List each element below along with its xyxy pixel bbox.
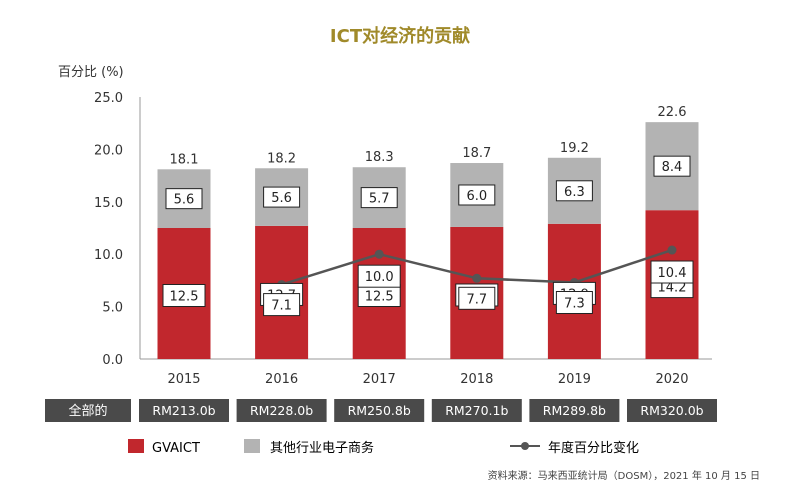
total-row-label-bg bbox=[45, 399, 131, 422]
total-row-cell-bg bbox=[334, 399, 425, 422]
data-label-change-box bbox=[650, 260, 694, 284]
data-label-gvaict: 12.5 bbox=[170, 290, 199, 305]
x-tick-label: 2019 bbox=[558, 372, 591, 387]
total-row-cell-bg bbox=[431, 399, 522, 422]
legend-swatch-ecommerce bbox=[244, 439, 260, 453]
data-label-gvaict: 12.5 bbox=[365, 290, 394, 305]
x-tick-label: 2015 bbox=[167, 372, 200, 387]
total-row-value: RM228.0b bbox=[250, 403, 313, 418]
data-label-gvaict: 14.2 bbox=[658, 281, 687, 296]
legend-swatch-gvaict bbox=[128, 439, 144, 453]
y-tick-label: 25.0 bbox=[94, 91, 123, 106]
y-tick-label: 20.0 bbox=[94, 143, 123, 158]
bars bbox=[157, 122, 699, 359]
x-tick-label: 2020 bbox=[655, 372, 688, 387]
total-row-cell-bg bbox=[139, 399, 229, 422]
change-line-point bbox=[472, 273, 482, 283]
data-label-ecommerce-box bbox=[360, 187, 398, 209]
data-label-ecommerce: 6.3 bbox=[564, 185, 585, 200]
total-row-value: RM213.0b bbox=[152, 403, 215, 418]
data-label-change: 7.7 bbox=[466, 292, 487, 307]
legend-label-change: 年度百分比变化 bbox=[548, 440, 639, 456]
total-row-value: RM320.0b bbox=[640, 403, 703, 418]
data-label-change-box bbox=[357, 264, 401, 288]
legend: GVAICT 其他行业电子商务 年度百分比变化 bbox=[128, 439, 639, 456]
data-label-change: 7.3 bbox=[564, 296, 585, 311]
data-label-change-box bbox=[555, 290, 593, 314]
data-label-total: 18.1 bbox=[170, 152, 199, 167]
total-row-cell-bg bbox=[627, 399, 717, 422]
data-label-gvaict-box bbox=[162, 284, 206, 307]
legend-label-ecommerce: 其他行业电子商务 bbox=[270, 440, 374, 456]
data-label-change-box bbox=[263, 293, 301, 317]
total-row-value: RM270.1b bbox=[445, 403, 508, 418]
data-label-change: 7.1 bbox=[271, 299, 292, 314]
data-label-ecommerce: 5.7 bbox=[369, 192, 390, 207]
legend-marker-change bbox=[521, 442, 529, 450]
data-label-total: 19.2 bbox=[560, 141, 589, 156]
y-tick-label: 0.0 bbox=[102, 353, 123, 368]
data-label-ecommerce: 8.4 bbox=[662, 160, 683, 175]
x-tick-label: 2017 bbox=[363, 372, 396, 387]
data-label-change-box bbox=[458, 286, 496, 310]
chart-title: ICT对经济的贡献 bbox=[330, 25, 470, 47]
y-tick-label: 15.0 bbox=[94, 196, 123, 211]
data-label-ecommerce-box bbox=[555, 180, 593, 202]
data-label-total: 18.7 bbox=[462, 146, 491, 161]
change-line-point bbox=[374, 249, 384, 259]
data-label-ecommerce: 5.6 bbox=[174, 193, 195, 208]
data-label-change: 10.4 bbox=[658, 266, 687, 281]
total-row-cell-bg bbox=[236, 399, 327, 422]
data-label-ecommerce-box bbox=[263, 186, 301, 208]
data-label-total: 18.2 bbox=[267, 151, 296, 166]
x-tick-label: 2018 bbox=[460, 372, 493, 387]
x-axis-ticks: 2015 2016 2017 2018 2019 2020 bbox=[167, 372, 688, 387]
total-row-cell-bg bbox=[529, 399, 620, 422]
source-note: 资料来源：马来西亚统计局（DOSM），2021 年 10 月 15 日 bbox=[488, 469, 760, 482]
data-label-total: 18.3 bbox=[365, 150, 394, 165]
data-label-ecommerce: 6.0 bbox=[466, 189, 487, 204]
total-row: 全部的 RM213.0b RM228.0b RM250.8b RM270.1b RM28… bbox=[45, 399, 717, 422]
data-label-total: 22.6 bbox=[658, 105, 687, 120]
total-row-label: 全部的 bbox=[68, 403, 107, 419]
data-label-ecommerce-box bbox=[165, 188, 203, 210]
y-axis-label: 百分比 (%) bbox=[58, 65, 124, 80]
change-line-point bbox=[667, 245, 677, 255]
total-row-value: RM289.8b bbox=[543, 403, 606, 418]
y-tick-label: 10.0 bbox=[94, 248, 123, 263]
data-label-ecommerce-box bbox=[653, 155, 691, 177]
data-labels: 12.55.618.112.75.618.212.55.718.312.66.0… bbox=[162, 105, 694, 317]
total-row-value: RM250.8b bbox=[348, 403, 411, 418]
y-tick-label: 5.0 bbox=[102, 301, 123, 316]
data-label-ecommerce: 5.6 bbox=[271, 191, 292, 206]
x-tick-label: 2016 bbox=[265, 372, 298, 387]
data-label-ecommerce-box bbox=[458, 184, 496, 206]
axes bbox=[139, 97, 712, 360]
y-axis-ticks: 0.0 5.0 10.0 15.0 20.0 25.0 bbox=[94, 91, 123, 368]
data-label-change: 10.0 bbox=[365, 270, 394, 285]
legend-label-gvaict: GVAICT bbox=[152, 441, 200, 456]
